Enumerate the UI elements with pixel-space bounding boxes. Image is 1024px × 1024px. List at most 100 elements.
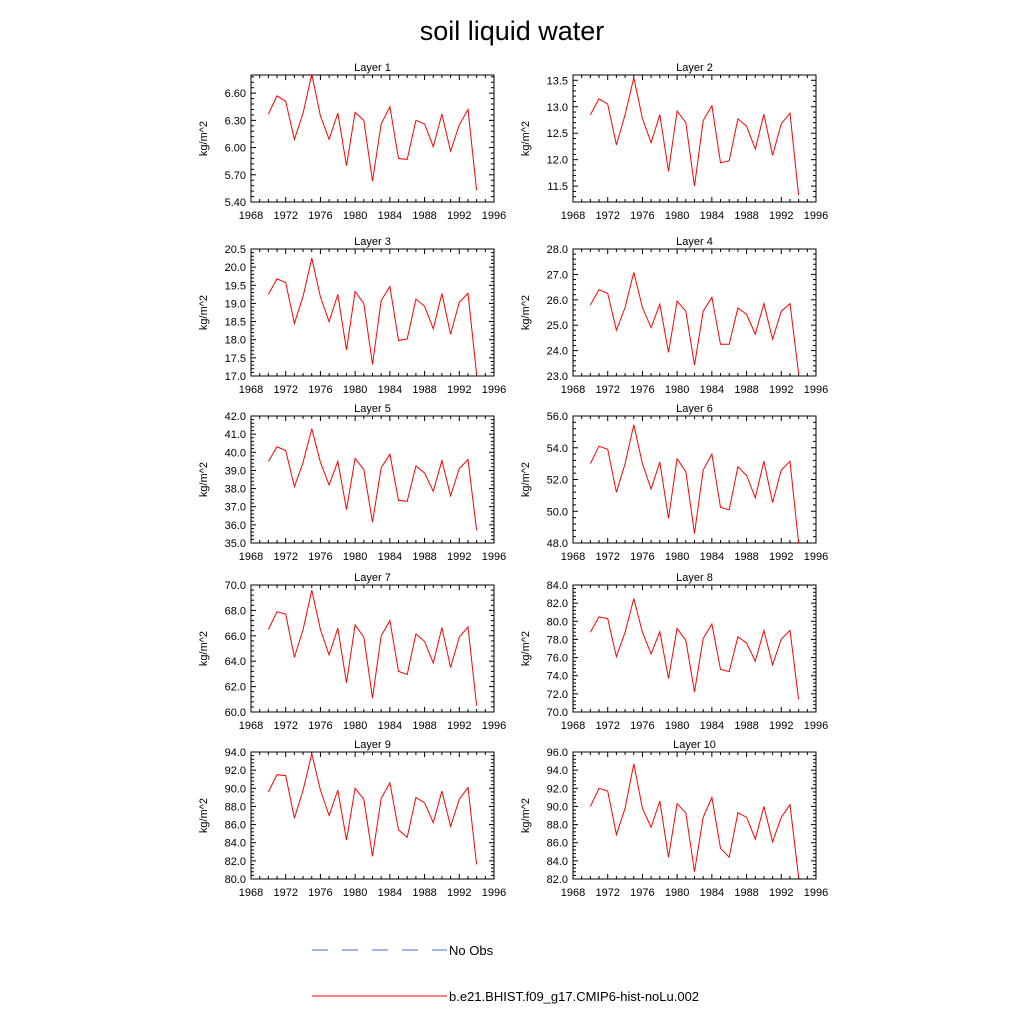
x-tick-label: 1988 [734,551,758,563]
x-tick-label: 1996 [482,384,506,396]
y-tick-label: 6.00 [225,143,246,155]
y-tick-label: 48.0 [547,538,568,550]
panel-layer-8: Layer 8 kg/m^2 1968 1972 1976 1980 1984 1988 199… [520,572,828,732]
y-tick-label: 35.0 [225,538,246,550]
panel-layer-10: Layer 10 kg/m^2 1968 1972 1976 1980 1984 1988 19… [520,739,828,899]
x-tick-label: 1984 [700,384,724,396]
y-tick-label: 68.0 [225,605,246,617]
y-tick-label: 38.0 [225,484,246,496]
plot-frame [572,584,817,713]
y-tick-label: 80.0 [225,874,246,886]
y-tick-label: 94.0 [225,747,246,759]
y-axis-label: kg/m^2 [198,462,210,497]
x-tick-label: 1972 [595,384,619,396]
y-tick-label: 17.0 [225,371,246,383]
y-tick-label: 19.5 [225,280,246,292]
x-tick-label: 1980 [343,551,367,563]
y-tick-label: 23.0 [547,371,568,383]
x-tick-label: 1992 [769,720,793,732]
y-tick-label: 96.0 [547,747,568,759]
y-tick-label: 37.0 [225,502,246,514]
plot-frame [572,415,817,544]
panel-grid: Layer 1 kg/m^2 1968 1972 1976 1980 1984 1988 199… [198,62,828,899]
x-tick-label: 1980 [665,720,689,732]
x-tick-label: 1988 [412,384,436,396]
x-tick-label: 1968 [239,384,263,396]
x-tick-label: 1976 [630,551,654,563]
y-tick-label: 76.0 [547,653,568,665]
y-tick-label: 86.0 [547,838,568,850]
x-tick-label: 1972 [595,210,619,222]
x-tick-label: 1984 [378,551,402,563]
y-tick-label: 84.0 [225,838,246,850]
x-tick-label: 1980 [343,720,367,732]
plot-frame [250,415,495,544]
y-axis-label: kg/m^2 [520,798,532,833]
y-tick-label: 70.0 [225,580,246,592]
x-tick-label: 1976 [308,720,332,732]
x-tick-label: 1996 [804,551,828,563]
x-tick-label: 1980 [665,551,689,563]
y-axis-label: kg/m^2 [520,295,532,330]
plot-frame [250,584,495,713]
y-tick-label: 54.0 [547,443,568,455]
x-tick-label: 1980 [343,384,367,396]
y-tick-label: 84.0 [547,856,568,868]
x-tick-label: 1996 [804,887,828,899]
y-tick-label: 92.0 [225,765,246,777]
y-tick-label: 39.0 [225,465,246,477]
x-tick-label: 1984 [700,210,724,222]
x-tick-label: 1992 [447,551,471,563]
series-line [589,272,800,374]
x-tick-label: 1968 [561,551,585,563]
x-tick-label: 1988 [734,210,758,222]
y-tick-label: 88.0 [547,820,568,832]
y-tick-label: 64.0 [225,656,246,668]
y-tick-label: 28.0 [547,244,568,256]
x-tick-label: 1992 [769,384,793,396]
y-tick-label: 13.5 [547,75,568,87]
x-tick-label: 1988 [734,720,758,732]
y-tick-label: 42.0 [225,411,246,423]
x-tick-label: 1968 [239,720,263,732]
x-tick-label: 1996 [482,720,506,732]
y-tick-label: 94.0 [547,765,568,777]
panel-layer-3: Layer 3 kg/m^2 1968 1972 1976 1980 1984 1988 199… [198,236,506,396]
y-axis-label: kg/m^2 [520,462,532,497]
x-tick-label: 1972 [273,210,297,222]
y-tick-label: 78.0 [547,634,568,646]
x-tick-label: 1976 [630,887,654,899]
y-tick-label: 41.0 [225,429,246,441]
x-tick-label: 1992 [447,384,471,396]
x-tick-label: 1984 [378,720,402,732]
y-tick-label: 19.0 [225,298,246,310]
x-tick-label: 1988 [734,887,758,899]
y-tick-label: 52.0 [547,475,568,487]
plot-frame [250,248,495,377]
panel-title: Layer 7 [354,572,391,584]
x-tick-label: 1968 [561,720,585,732]
panel-title: Layer 10 [673,739,716,751]
x-tick-label: 1968 [561,210,585,222]
y-tick-label: 6.30 [225,115,246,127]
y-tick-label: 5.70 [225,170,246,182]
x-tick-label: 1968 [239,551,263,563]
y-tick-label: 13.0 [547,102,568,114]
x-tick-label: 1976 [308,210,332,222]
y-tick-label: 24.0 [547,346,568,358]
legend-obs-label: No Obs [449,943,494,958]
y-tick-label: 62.0 [225,682,246,694]
panel-title: Layer 3 [354,236,391,248]
x-tick-label: 1984 [700,720,724,732]
y-tick-label: 5.40 [225,197,246,209]
panel-title: Layer 6 [676,403,713,415]
panel-layer-1: Layer 1 kg/m^2 1968 1972 1976 1980 1984 1988 199… [198,62,506,222]
plot-frame [572,751,817,880]
x-tick-label: 1988 [734,384,758,396]
x-tick-label: 1972 [595,720,619,732]
x-tick-label: 1984 [378,210,402,222]
y-tick-label: 20.0 [225,262,246,274]
series-line [267,73,478,191]
panel-layer-6: Layer 6 kg/m^2 1968 1972 1976 1980 1984 1988 199… [520,403,828,563]
y-tick-label: 82.0 [547,598,568,610]
